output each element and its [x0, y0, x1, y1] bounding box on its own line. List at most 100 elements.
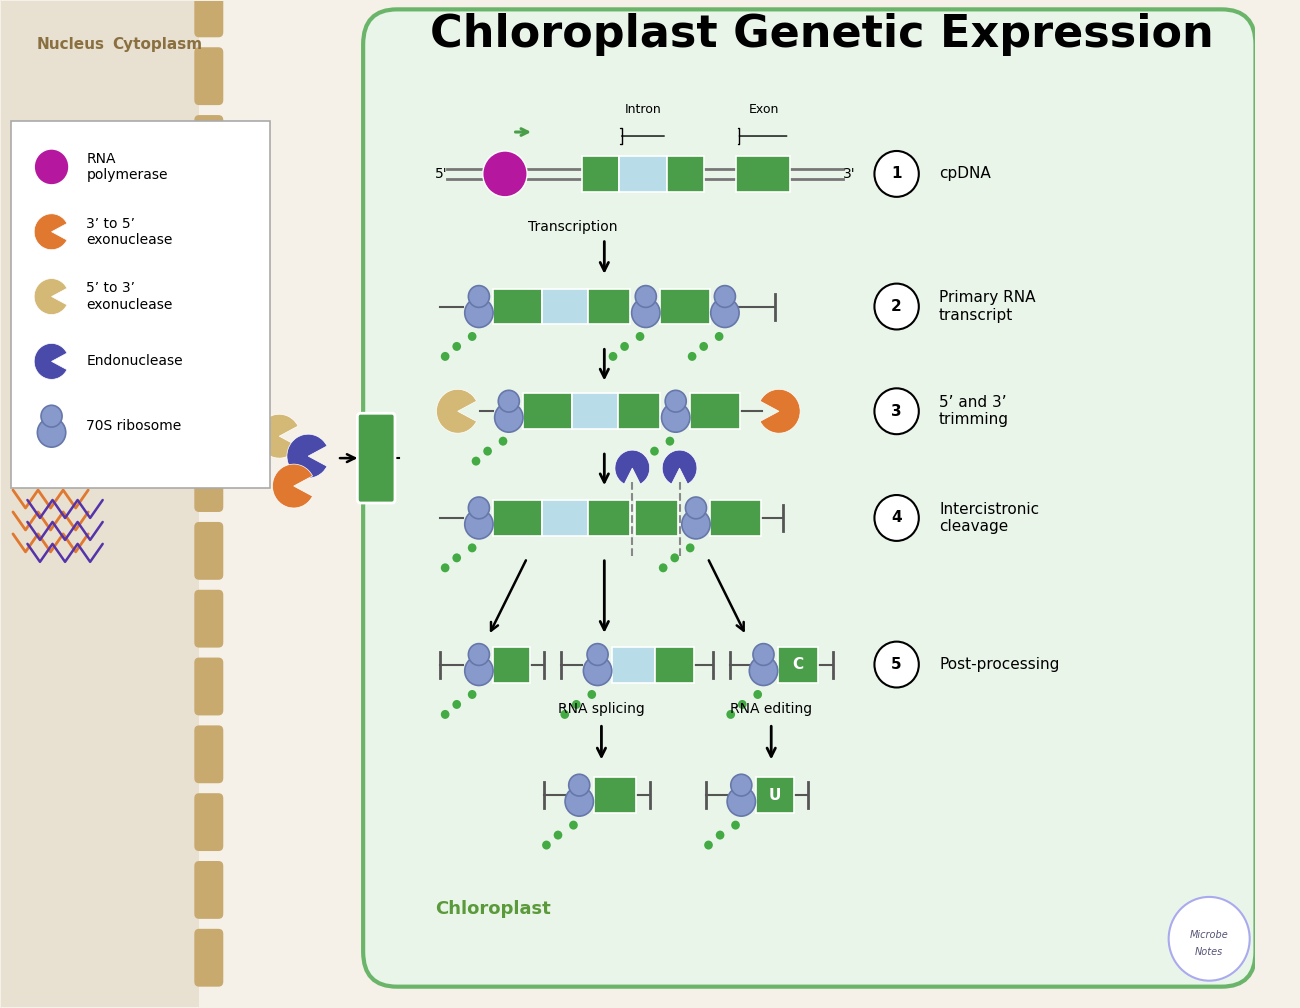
Circle shape	[482, 151, 526, 197]
Text: 5: 5	[892, 657, 902, 672]
Circle shape	[875, 283, 919, 330]
FancyBboxPatch shape	[194, 793, 224, 851]
FancyBboxPatch shape	[194, 319, 224, 376]
Circle shape	[464, 298, 493, 328]
Circle shape	[705, 841, 712, 850]
Circle shape	[753, 644, 774, 665]
FancyBboxPatch shape	[194, 0, 224, 37]
FancyBboxPatch shape	[10, 121, 269, 488]
Circle shape	[588, 644, 608, 665]
Text: RNA
polymerase: RNA polymerase	[86, 152, 168, 182]
Circle shape	[494, 403, 523, 432]
Circle shape	[638, 457, 647, 466]
FancyBboxPatch shape	[494, 288, 542, 325]
Text: Exon: Exon	[749, 103, 779, 116]
Circle shape	[560, 710, 569, 719]
FancyBboxPatch shape	[194, 861, 224, 919]
Text: Cytoplasm: Cytoplasm	[113, 36, 203, 51]
FancyBboxPatch shape	[194, 251, 224, 308]
Circle shape	[1169, 897, 1249, 981]
Text: 3’ to 5’
exonuclease: 3’ to 5’ exonuclease	[86, 217, 173, 247]
Circle shape	[568, 774, 590, 796]
Circle shape	[659, 563, 667, 573]
Circle shape	[688, 352, 697, 361]
Text: Intron: Intron	[624, 103, 662, 116]
FancyBboxPatch shape	[594, 777, 636, 813]
Circle shape	[484, 447, 491, 456]
Text: Microbe: Microbe	[1190, 929, 1228, 939]
Text: Post-processing: Post-processing	[939, 657, 1060, 672]
Wedge shape	[257, 414, 298, 458]
FancyBboxPatch shape	[588, 288, 630, 325]
Circle shape	[42, 405, 62, 427]
FancyBboxPatch shape	[777, 646, 819, 682]
Wedge shape	[287, 434, 328, 478]
FancyBboxPatch shape	[618, 393, 660, 429]
Circle shape	[731, 821, 740, 830]
FancyBboxPatch shape	[194, 590, 224, 647]
Circle shape	[716, 831, 724, 840]
Circle shape	[452, 342, 462, 351]
Circle shape	[498, 390, 520, 412]
Circle shape	[686, 543, 694, 552]
Text: Chloroplast Genetic Expression: Chloroplast Genetic Expression	[429, 13, 1213, 55]
Circle shape	[666, 436, 675, 446]
Circle shape	[472, 457, 481, 466]
FancyBboxPatch shape	[194, 726, 224, 783]
FancyBboxPatch shape	[494, 500, 542, 536]
Text: Nucleus: Nucleus	[36, 36, 105, 51]
Circle shape	[468, 543, 477, 552]
Circle shape	[441, 710, 450, 719]
Circle shape	[662, 403, 690, 432]
Text: 4: 4	[892, 510, 902, 525]
Circle shape	[588, 690, 597, 699]
Circle shape	[681, 510, 710, 539]
Text: 5’ to 3’
exonuclease: 5’ to 3’ exonuclease	[86, 281, 173, 311]
FancyBboxPatch shape	[572, 393, 618, 429]
Circle shape	[749, 656, 777, 685]
Circle shape	[875, 495, 919, 541]
Text: Notes: Notes	[1195, 947, 1223, 957]
Text: Endonuclease: Endonuclease	[86, 355, 183, 368]
Text: 2: 2	[892, 299, 902, 314]
Wedge shape	[437, 389, 477, 433]
Text: 70S ribosome: 70S ribosome	[86, 419, 182, 433]
Circle shape	[636, 285, 656, 307]
FancyBboxPatch shape	[636, 500, 677, 536]
FancyBboxPatch shape	[755, 777, 794, 813]
Circle shape	[711, 298, 740, 328]
Text: Chloroplast: Chloroplast	[436, 900, 551, 918]
Circle shape	[554, 831, 563, 840]
Circle shape	[34, 149, 69, 184]
Circle shape	[650, 447, 659, 456]
Circle shape	[731, 774, 751, 796]
FancyBboxPatch shape	[582, 156, 619, 192]
FancyBboxPatch shape	[358, 413, 395, 503]
FancyBboxPatch shape	[588, 500, 630, 536]
Circle shape	[620, 342, 629, 351]
Wedge shape	[34, 214, 68, 250]
FancyBboxPatch shape	[660, 288, 710, 325]
Circle shape	[499, 436, 507, 446]
Circle shape	[566, 787, 593, 816]
Circle shape	[464, 656, 493, 685]
Wedge shape	[273, 464, 312, 508]
FancyBboxPatch shape	[194, 928, 224, 987]
Circle shape	[468, 690, 477, 699]
Circle shape	[685, 497, 706, 519]
FancyBboxPatch shape	[737, 156, 789, 192]
Text: 5’ and 3’
trimming: 5’ and 3’ trimming	[939, 395, 1009, 427]
Circle shape	[464, 510, 493, 539]
Circle shape	[441, 352, 450, 361]
FancyBboxPatch shape	[612, 646, 655, 682]
Text: U: U	[768, 787, 781, 802]
Text: 3': 3'	[842, 167, 855, 180]
FancyBboxPatch shape	[194, 182, 224, 241]
FancyBboxPatch shape	[363, 9, 1256, 987]
Circle shape	[468, 285, 489, 307]
Circle shape	[875, 388, 919, 434]
Circle shape	[875, 151, 919, 197]
Text: RNA editing: RNA editing	[731, 703, 812, 717]
Circle shape	[875, 642, 919, 687]
FancyBboxPatch shape	[690, 393, 740, 429]
